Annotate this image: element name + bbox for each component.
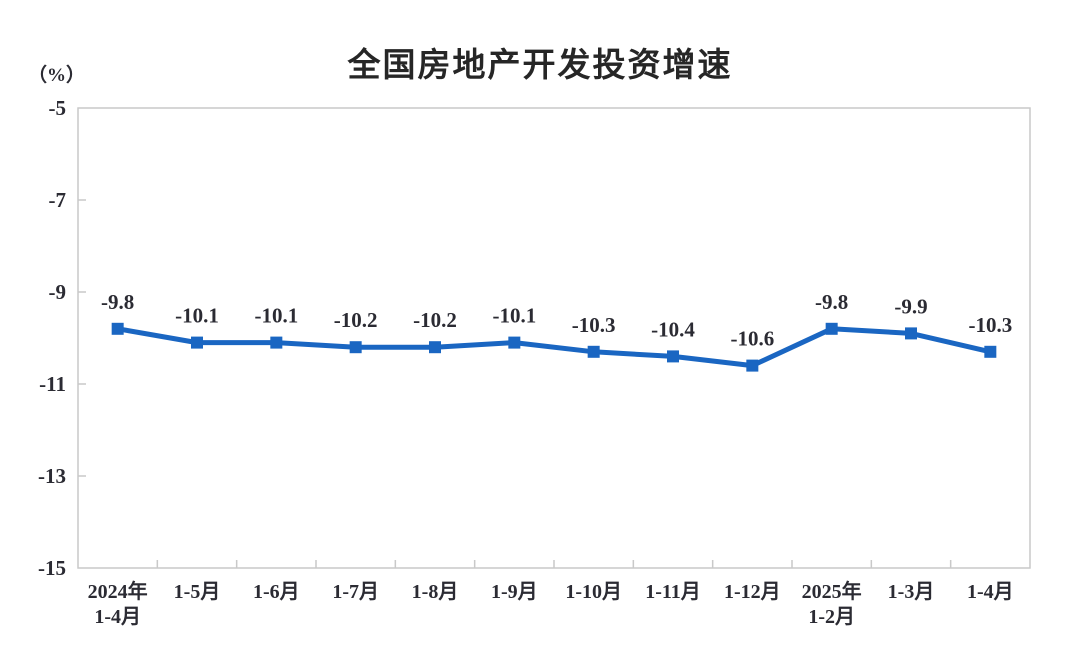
x-tick-label: 1-4月 bbox=[967, 581, 1014, 603]
data-point-label: -10.1 bbox=[175, 304, 219, 328]
x-tick-label: 2024年 bbox=[88, 579, 148, 603]
data-point-marker bbox=[429, 341, 441, 354]
x-tick-label: 1-2月 bbox=[808, 606, 855, 628]
data-point-label: -9.8 bbox=[101, 290, 134, 314]
data-point-label: -10.1 bbox=[254, 304, 298, 328]
plot-frame bbox=[77, 107, 1031, 569]
data-point-label: -10.2 bbox=[413, 308, 457, 332]
data-point-label: -9.9 bbox=[894, 294, 927, 318]
trend-line bbox=[115, 326, 993, 369]
x-tick-label: 1-6月 bbox=[253, 581, 300, 603]
data-point-marker bbox=[984, 345, 997, 358]
x-tick-label: 1-3月 bbox=[888, 581, 935, 603]
data-point-label: -9.8 bbox=[815, 290, 848, 314]
data-point-label: -10.4 bbox=[651, 317, 695, 341]
y-tick-label: -9 bbox=[49, 280, 67, 304]
y-axis-unit-label: （%） bbox=[28, 65, 86, 86]
data-point-marker bbox=[667, 350, 679, 363]
chart-title: 全国房地产开发投资增速 bbox=[347, 46, 733, 83]
data-point-marker bbox=[191, 336, 203, 349]
data-point-marker bbox=[905, 327, 917, 340]
data-point-marker bbox=[825, 322, 838, 335]
x-tick-label: 1-5月 bbox=[174, 581, 221, 603]
y-tick-label: -11 bbox=[39, 372, 66, 396]
y-tick-label: -13 bbox=[38, 464, 66, 488]
data-point-label: -10.6 bbox=[730, 327, 774, 351]
x-tick-label: 1-9月 bbox=[491, 581, 538, 603]
data-point-label: -10.3 bbox=[572, 313, 616, 337]
data-point-marker bbox=[587, 345, 600, 358]
y-tick-label: -7 bbox=[49, 188, 67, 212]
data-point-marker bbox=[746, 359, 759, 372]
data-point-marker bbox=[349, 341, 362, 354]
x-tick-label: 1-10月 bbox=[565, 581, 622, 603]
x-tick-label: 1-4月 bbox=[94, 606, 141, 628]
x-tick-label: 1-7月 bbox=[332, 581, 379, 603]
data-point-label: -10.3 bbox=[968, 313, 1012, 337]
y-tick-label: -15 bbox=[38, 556, 66, 580]
x-tick-label: 1-12月 bbox=[724, 581, 781, 603]
data-point-label: -10.1 bbox=[492, 304, 536, 328]
data-point-marker bbox=[111, 322, 124, 335]
data-point-label: -10.2 bbox=[334, 308, 378, 332]
y-tick-label: -5 bbox=[49, 96, 67, 120]
x-tick-label: 1-8月 bbox=[412, 581, 459, 603]
data-point-marker bbox=[270, 336, 283, 349]
data-point-marker bbox=[508, 336, 521, 349]
x-tick-label: 2025年 bbox=[802, 579, 862, 603]
x-tick-label: 1-11月 bbox=[645, 581, 701, 603]
